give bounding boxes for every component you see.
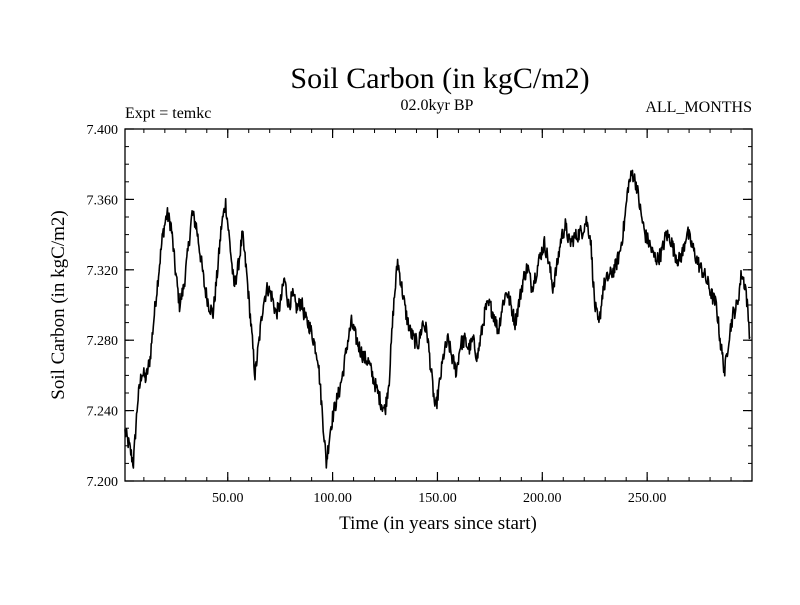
chart-title: Soil Carbon (in kgC/m2) [290,62,589,95]
y-tick-label: 7.360 [87,193,119,208]
y-axis-label: Soil Carbon (in kgC/m2) [48,210,69,399]
y-tick-label: 7.400 [87,123,119,138]
series-line-soil-carbon [124,169,751,469]
period-label: 02.0kyr BP [401,97,474,114]
y-tick-label: 7.200 [87,475,119,490]
x-tick-label: 200.00 [523,491,562,506]
series-layer [124,169,751,469]
x-tick-label: 150.00 [418,491,457,506]
y-tick-label: 7.320 [87,264,119,279]
y-tick-label: 7.280 [87,334,119,349]
y-tick-label: 7.240 [87,405,119,420]
x-tick-label: 100.00 [313,491,352,506]
x-axis-label: Time (in years since start) [339,513,537,534]
months-label: ALL_MONTHS [645,99,752,116]
plot-frame [124,128,753,482]
x-tick-label: 50.00 [212,491,244,506]
experiment-label: Expt = temkc [125,105,211,122]
x-tick-label: 250.00 [628,491,667,506]
